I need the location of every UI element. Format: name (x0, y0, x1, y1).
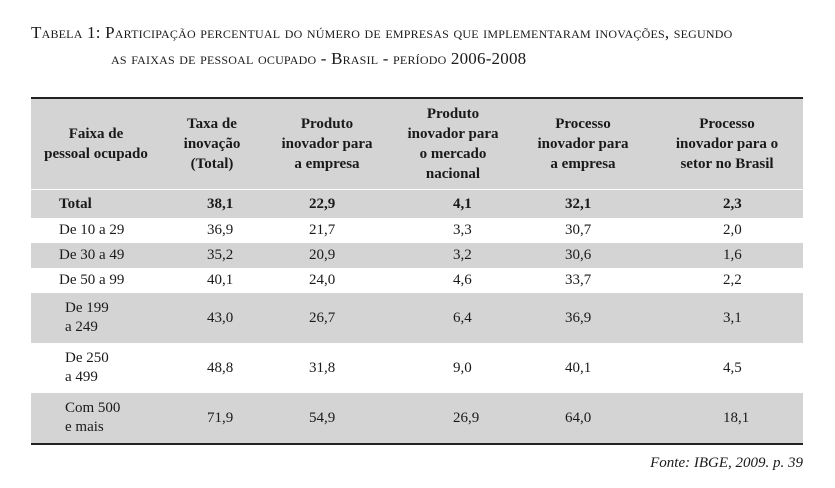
table-cell: 26,7 (263, 293, 391, 343)
table-cell: 40,1 (207, 272, 234, 288)
table-row: De 10 a 29 36,9 21,7 3,3 30,7 2,0 (31, 218, 803, 243)
row-label-part: e mais (65, 419, 104, 435)
row-label: De 250 a 499 (31, 343, 161, 393)
table-cell: 1,6 (651, 243, 803, 268)
row-label: Total (31, 189, 161, 218)
table-cell: 31,8 (309, 359, 336, 376)
header-product-company: Produto inovador para a empresa (263, 98, 391, 190)
header-process-sector: Processo inovador para o setor no Brasil (651, 98, 803, 190)
header-product-market: Produto inovador para o mercado nacional (391, 98, 515, 190)
table-cell: 3,3 (453, 222, 472, 238)
table-cell: 2,0 (723, 222, 742, 238)
table-cell: 54,9 (263, 393, 391, 444)
row-label: De 30 a 49 (31, 243, 161, 268)
table-cell: 48,8 (207, 359, 234, 376)
caption-line-1: Tabela 1: Participação percentual do núm… (31, 23, 733, 42)
table-row: De 30 a 49 35,2 20,9 3,2 30,6 1,6 (31, 243, 803, 268)
innovation-table: Faixa de pessoal ocupado Taxa de inovação(… (31, 97, 803, 445)
row-label: De 10 a 29 (31, 218, 161, 243)
table-cell: 4,5 (723, 359, 742, 376)
header-process-company: Processo inovador para a empresa (515, 98, 651, 190)
table-cell: 64,0 (515, 393, 651, 444)
table-body: Total 38,1 22,9 4,1 32,1 2,3 De 10 a 29 36,9 21,… (31, 189, 803, 444)
row-label-part: Total (59, 195, 92, 212)
table-cell: 33,7 (565, 272, 592, 288)
table-row: Com 500 e mais 71,9 54,9 26,9 64,0 18,1 (31, 393, 803, 444)
row-label: De 50 a 99 (31, 268, 161, 293)
table-cell: 30,7 (565, 222, 592, 238)
table-cell: 22,9 (263, 189, 391, 218)
table-cell: 30,6 (515, 243, 651, 268)
caption-line-2: as faixas de pessoal ocupado - Brasil - … (111, 49, 527, 68)
row-label-part: De 10 a 29 (59, 222, 125, 238)
row-label-part: a 499 (65, 369, 98, 385)
table-row: De 250 a 499 48,8 31,8 9,0 40,1 4,5 (31, 343, 803, 393)
table-cell: 9,0 (453, 359, 472, 376)
header-size-range: Faixa de pessoal ocupado (31, 98, 161, 190)
table-row: De 199 a 249 43,0 26,7 6,4 36,9 3,1 (31, 293, 803, 343)
table-cell: 2,3 (651, 189, 803, 218)
table-cell: 32,1 (515, 189, 651, 218)
table-cell: 21,7 (309, 222, 336, 238)
row-label-part: De 30 a 49 (59, 247, 125, 263)
table-cell: 2,2 (723, 272, 742, 288)
table-row: De 50 a 99 40,1 24,0 4,6 33,7 2,2 (31, 268, 803, 293)
row-label-part: Com 500 (65, 400, 121, 416)
table-cell: 3,2 (391, 243, 515, 268)
row-label-part: a 249 (65, 319, 98, 335)
row-label: De 199 a 249 (31, 293, 161, 343)
table-cell: 26,9 (391, 393, 515, 444)
row-label-part: De 250 (65, 350, 109, 366)
row-label: Com 500 e mais (31, 393, 161, 444)
table-cell: 6,4 (391, 293, 515, 343)
table-caption: Tabela 1: Participação percentual do núm… (31, 20, 821, 72)
table-cell: 20,9 (263, 243, 391, 268)
table-cell: 36,9 (207, 222, 234, 238)
table-cell: 4,1 (391, 189, 515, 218)
header-innovation-rate: Taxa de inovação (Total) (161, 98, 263, 190)
table-cell: 18,1 (651, 393, 803, 444)
row-label-part: De 199 (65, 300, 109, 316)
table-cell: 35,2 (161, 243, 263, 268)
table-cell: 38,1 (161, 189, 263, 218)
table-cell: 4,6 (453, 272, 472, 288)
table-cell: 24,0 (309, 272, 336, 288)
table-cell: 43,0 (161, 293, 263, 343)
table-cell: 40,1 (565, 359, 592, 376)
table-cell: 3,1 (651, 293, 803, 343)
table-cell: 36,9 (515, 293, 651, 343)
table-row-total: Total 38,1 22,9 4,1 32,1 2,3 (31, 189, 803, 218)
row-label-part: De 50 a 99 (59, 272, 125, 288)
header-row: Faixa de pessoal ocupado Taxa de inovação(… (31, 98, 803, 190)
source-note: Fonte: IBGE, 2009. p. 39 (650, 455, 803, 471)
table-cell: 71,9 (161, 393, 263, 444)
